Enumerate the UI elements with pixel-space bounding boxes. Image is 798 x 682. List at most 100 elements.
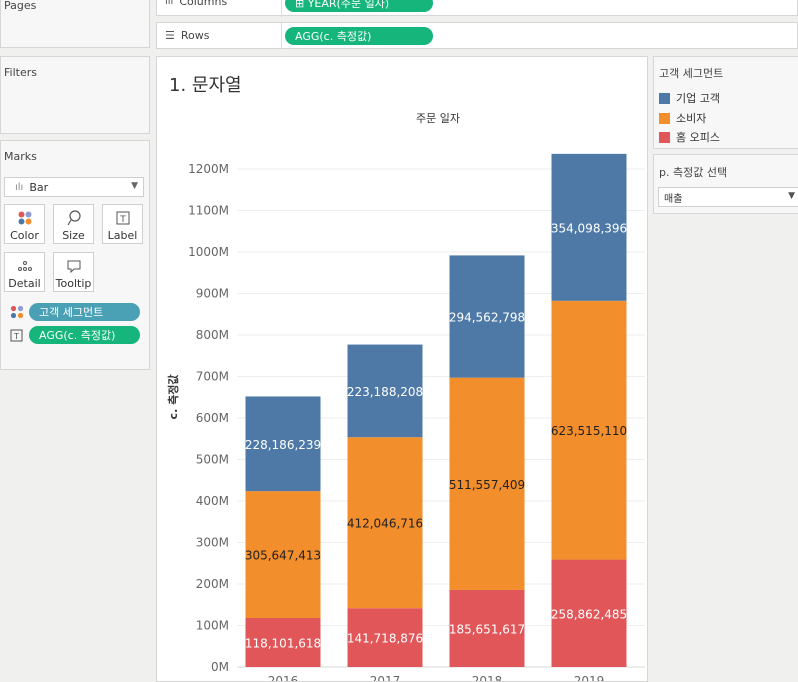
data-label: 305,647,413 bbox=[245, 549, 321, 563]
rows-icon: ☰ bbox=[165, 29, 175, 42]
chevron-down-icon: ▼ bbox=[788, 191, 795, 201]
parameter-select[interactable]: 매출 ▼ bbox=[658, 187, 798, 207]
columns-icon: lll bbox=[165, 0, 174, 7]
y-tick-label: 300M bbox=[196, 536, 229, 550]
bar-segment bbox=[347, 437, 423, 609]
y-tick-label: 200M bbox=[196, 577, 229, 591]
label-card[interactable]: T Label bbox=[102, 204, 143, 244]
size-card-label: Size bbox=[62, 229, 85, 242]
bar-chart: 주문 일자 c. 측정값 0M 100M 200M 300M 400M 500M 600M 700… bbox=[166, 111, 645, 682]
y-tick-label: 0M bbox=[211, 660, 229, 674]
dots-icon bbox=[5, 256, 44, 276]
data-label: 185,651,617 bbox=[449, 622, 525, 636]
chart-sheet: 1. 문자열 주문 일자 c. 측정값 0M 100M 200M 300M 400M 500M… bbox=[156, 56, 648, 682]
rows-label: Rows bbox=[180, 29, 210, 42]
lasso-icon bbox=[54, 208, 93, 228]
data-label: 223,188,208 bbox=[347, 385, 423, 399]
filters-title: Filters bbox=[4, 66, 37, 79]
bar-segment bbox=[449, 377, 525, 590]
legend-item-label: 소비자 bbox=[676, 112, 707, 125]
x-tick-label: 2019 bbox=[574, 674, 605, 682]
bar-segment bbox=[449, 255, 525, 378]
chart-title: 주문 일자 bbox=[416, 111, 460, 125]
bar-segment bbox=[551, 153, 627, 301]
svg-text:T: T bbox=[119, 215, 126, 225]
data-label: 141,718,876 bbox=[347, 632, 423, 646]
legend-item[interactable]: 홈 오피스 bbox=[659, 129, 720, 145]
data-label: 354,098,396 bbox=[551, 221, 627, 235]
parameter-control: p. 측정값 선택 매출 ▼ bbox=[653, 154, 798, 214]
bar-segment bbox=[245, 396, 321, 492]
legend-item[interactable]: 소비자 bbox=[659, 110, 706, 126]
label-encoding-icon: T bbox=[10, 329, 23, 345]
columns-label: Columns bbox=[179, 0, 228, 8]
bar-segment bbox=[245, 491, 321, 618]
data-label: 623,515,110 bbox=[551, 424, 627, 438]
mark-type-select[interactable]: ılı Bar ▼ bbox=[4, 177, 144, 197]
y-tick-label: 800M bbox=[196, 328, 229, 342]
marks-title: Marks bbox=[4, 150, 37, 163]
bar-segment bbox=[245, 617, 321, 667]
color-dots-icon bbox=[5, 208, 44, 228]
detail-card-label: Detail bbox=[8, 277, 41, 290]
rows-shelf-label: ☰ Rows bbox=[165, 29, 209, 42]
color-card-label: Color bbox=[10, 229, 39, 242]
color-legend: 고객 세그먼트 기업 고객 소비자 홈 오피스 bbox=[653, 56, 798, 149]
tooltip-card[interactable]: Tooltip bbox=[53, 252, 94, 292]
columns-pill[interactable]: ⊞ YEAR(주문 일자) bbox=[285, 0, 433, 12]
label-card-text: Label bbox=[107, 229, 138, 242]
columns-shelf[interactable]: lll Columns ⊞ YEAR(주문 일자) bbox=[156, 0, 798, 17]
parameter-value: 매출 bbox=[664, 193, 683, 205]
y-tick-label: 1100M bbox=[188, 204, 229, 218]
legend-item-label: 기업 고객 bbox=[676, 92, 720, 105]
parameter-title: p. 측정값 선택 bbox=[659, 166, 728, 179]
sheet-title: 1. 문자열 bbox=[169, 75, 242, 96]
label-pill[interactable]: AGG(c. 측정값) bbox=[29, 326, 140, 344]
bar-segment bbox=[347, 608, 423, 667]
shelf-divider bbox=[281, 0, 282, 17]
legend-item-label: 홈 오피스 bbox=[676, 131, 720, 144]
y-tick-label: 700M bbox=[196, 370, 229, 384]
shelf-divider bbox=[281, 23, 282, 50]
legend-swatch bbox=[659, 92, 670, 104]
legend-swatch bbox=[659, 112, 670, 124]
y-tick-label: 100M bbox=[196, 619, 229, 633]
bar-segment bbox=[449, 589, 525, 667]
y-tick-label: 400M bbox=[196, 494, 229, 508]
data-label: 294,562,798 bbox=[449, 311, 525, 325]
y-tick-label: 500M bbox=[196, 453, 229, 467]
x-tick-label: 2017 bbox=[370, 674, 401, 682]
columns-shelf-label: lll Columns bbox=[165, 0, 227, 8]
svg-text:T: T bbox=[13, 332, 19, 341]
bar-segment bbox=[551, 300, 627, 560]
rows-shelf[interactable]: ☰ Rows AGG(c. 측정값) bbox=[156, 22, 798, 50]
x-tick-label: 2016 bbox=[268, 674, 299, 682]
legend-item[interactable]: 기업 고객 bbox=[659, 90, 720, 106]
x-tick-label: 2018 bbox=[472, 674, 503, 682]
legend-title: 고객 세그먼트 bbox=[659, 67, 724, 80]
filters-panel[interactable]: Filters bbox=[0, 56, 150, 134]
pages-panel: Pages bbox=[0, 0, 150, 48]
data-label: 258,862,485 bbox=[551, 607, 627, 621]
bar-segment bbox=[551, 559, 627, 667]
mark-type-value: Bar bbox=[29, 180, 49, 194]
chevron-down-icon: ▼ bbox=[131, 181, 138, 191]
speech-bubble-icon bbox=[54, 256, 93, 276]
detail-card[interactable]: Detail bbox=[4, 252, 45, 292]
pages-title: Pages bbox=[4, 0, 37, 12]
y-tick-label: 900M bbox=[196, 287, 229, 301]
data-label: 412,046,716 bbox=[347, 517, 423, 531]
y-tick-label: 1200M bbox=[188, 162, 229, 176]
marks-panel: Marks ılı Bar ▼ Color Size T Label Detai… bbox=[0, 140, 150, 370]
y-axis-label: c. 측정값 bbox=[166, 375, 180, 420]
bar-chart-icon: ılı bbox=[15, 181, 24, 193]
bar-segment bbox=[347, 344, 423, 438]
data-label: 511,557,409 bbox=[449, 478, 525, 492]
size-card[interactable]: Size bbox=[53, 204, 94, 244]
color-pill[interactable]: 고객 세그먼트 bbox=[29, 303, 140, 321]
color-card[interactable]: Color bbox=[4, 204, 45, 244]
rows-pill[interactable]: AGG(c. 측정값) bbox=[285, 27, 433, 45]
data-label: 118,101,618 bbox=[245, 636, 321, 650]
color-encoding-icon bbox=[10, 305, 24, 322]
text-box-icon: T bbox=[103, 208, 142, 228]
